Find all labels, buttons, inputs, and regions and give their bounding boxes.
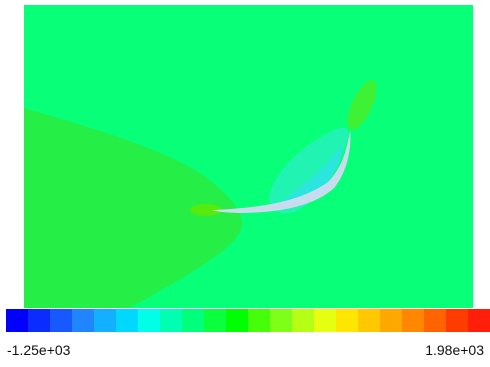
legend-swatch (28, 309, 50, 332)
legend-swatch (204, 309, 226, 332)
legend-swatch (402, 309, 424, 332)
legend-swatch (248, 309, 270, 332)
legend-swatch (468, 309, 490, 332)
leading-edge-region (190, 204, 222, 216)
legend-swatch (380, 309, 402, 332)
legend-swatch (116, 309, 138, 332)
legend-swatch (50, 309, 72, 332)
legend-min-label: -1.25e+03 (7, 342, 71, 358)
legend-swatch (358, 309, 380, 332)
legend-swatch (292, 309, 314, 332)
legend-swatch (138, 309, 160, 332)
legend-swatch (160, 309, 182, 332)
legend-swatch (6, 309, 28, 332)
wake-region (24, 108, 243, 308)
legend-swatch (314, 309, 336, 332)
legend-swatch (94, 309, 116, 332)
legend-swatch (424, 309, 446, 332)
legend-swatch (336, 309, 358, 332)
legend-swatch (72, 309, 94, 332)
legend-swatch (182, 309, 204, 332)
contour-plot (24, 5, 473, 308)
color-legend-bar (6, 309, 490, 332)
legend-swatch (270, 309, 292, 332)
legend-swatch (226, 309, 248, 332)
tip-region (347, 80, 377, 130)
suction-region (269, 127, 349, 214)
legend-max-label: 1.98e+03 (425, 342, 484, 358)
airfoil-section (212, 130, 351, 213)
legend-swatch (446, 309, 468, 332)
